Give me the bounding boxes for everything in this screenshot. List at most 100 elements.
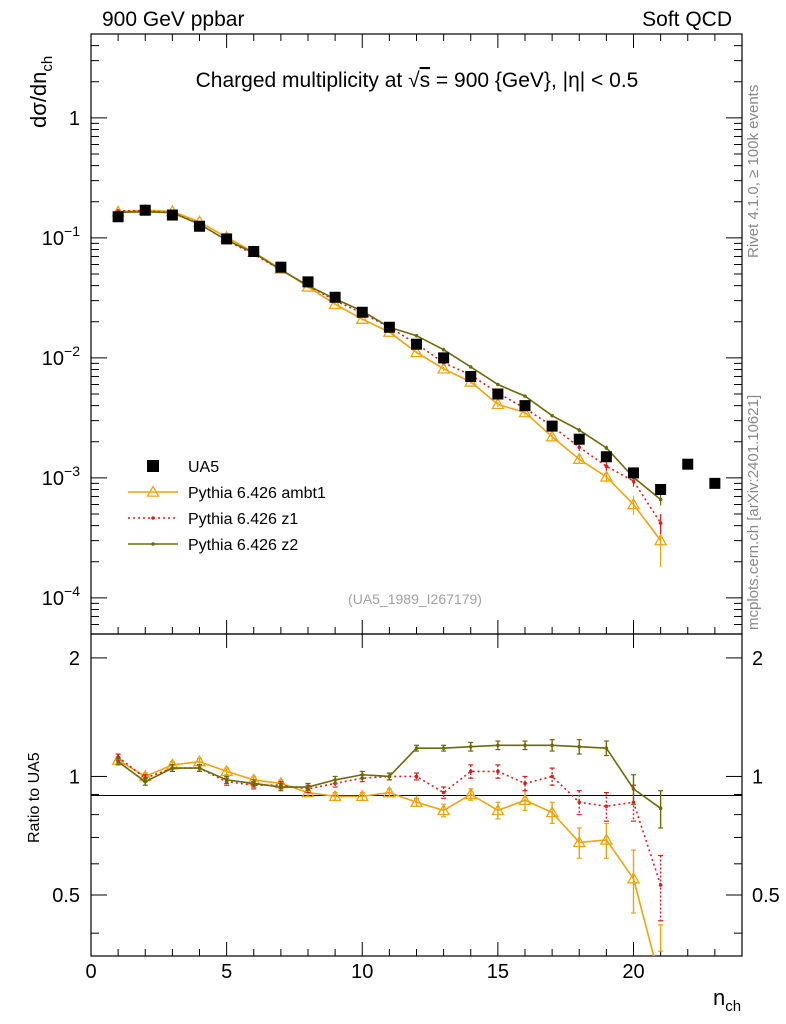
point xyxy=(604,464,609,469)
ratio-point xyxy=(409,795,424,808)
ratio-point xyxy=(545,805,559,818)
ratio-point xyxy=(441,790,446,795)
point xyxy=(577,428,582,432)
ratio-tick-label: 2 xyxy=(69,648,80,670)
ratio-point xyxy=(220,764,234,777)
legend-marker xyxy=(146,485,160,497)
data-point xyxy=(329,291,341,303)
axis-ticks xyxy=(90,33,743,956)
ratio-point xyxy=(496,743,500,748)
ratio-point xyxy=(496,769,500,774)
ratio-series xyxy=(111,739,666,987)
point xyxy=(599,470,613,482)
legend-marker xyxy=(151,516,155,520)
point xyxy=(518,405,532,418)
ratio-point xyxy=(655,977,666,987)
ratio-point xyxy=(577,800,582,805)
data-point xyxy=(519,400,531,412)
point xyxy=(658,521,663,525)
ratio-point xyxy=(279,785,283,789)
legend-item: Pythia 6.426 z2 xyxy=(128,537,298,554)
ratio-point xyxy=(116,755,120,759)
data-point xyxy=(655,484,667,496)
ratio-point xyxy=(301,785,315,798)
legend-marker xyxy=(151,542,155,546)
legend-label: Pythia 6.426 z2 xyxy=(188,537,298,554)
ratio-point xyxy=(599,833,613,845)
chart-title: Charged multiplicity at √s = 900 {GeV}, … xyxy=(196,69,639,92)
data-point xyxy=(248,245,260,257)
data-point xyxy=(166,209,178,221)
data-point xyxy=(438,352,450,364)
ratio-point xyxy=(143,779,148,784)
point xyxy=(626,497,641,510)
point xyxy=(328,297,342,309)
series-line xyxy=(118,210,662,524)
ratio-point xyxy=(328,789,342,802)
data-point xyxy=(275,261,287,273)
ratio-point xyxy=(306,785,310,789)
data-point xyxy=(112,211,124,223)
point xyxy=(658,497,663,502)
ratio-point xyxy=(604,804,609,809)
point xyxy=(577,445,582,450)
header-left: 900 GeV ppbar xyxy=(102,8,245,31)
y-tick-label: 10−3 xyxy=(42,463,80,490)
ratio-point xyxy=(658,883,663,887)
ratio-clipped xyxy=(111,739,666,987)
ratio-tick-label: 1 xyxy=(69,766,80,788)
data-point xyxy=(411,338,422,350)
ratio-point xyxy=(355,789,369,802)
y-tick-label: 1 xyxy=(69,108,80,130)
x-tick-label: 0 xyxy=(85,961,96,983)
point xyxy=(437,362,451,374)
data-point xyxy=(628,467,639,479)
y-tick-label: 10−4 xyxy=(42,583,80,610)
ratio-point xyxy=(437,803,451,816)
legend-item: UA5 xyxy=(147,459,219,476)
legend: UA5 Pythia 6.426 ambt1 Pythia 6.426 z1 Pyth… xyxy=(128,459,326,554)
point xyxy=(491,397,505,410)
data-point xyxy=(302,276,314,288)
ratio-point xyxy=(626,871,641,884)
point xyxy=(355,312,369,324)
data-point xyxy=(356,306,368,318)
ratio-point xyxy=(523,743,527,748)
data-point xyxy=(546,420,558,432)
point xyxy=(496,382,500,387)
ratio-point xyxy=(224,778,229,782)
ratio-tick-label-right: 2 xyxy=(752,648,763,670)
y-axis-label: dσ/dnch xyxy=(26,56,56,128)
ratio-point xyxy=(550,774,554,779)
ratio-point xyxy=(197,766,202,770)
x-tick-label: 20 xyxy=(622,961,644,983)
x-tick-label: 10 xyxy=(351,961,373,983)
point xyxy=(523,394,527,398)
ratio-tick-label: 0.5 xyxy=(52,885,80,907)
legend-item: Pythia 6.426 z1 xyxy=(128,511,298,528)
data-point xyxy=(709,477,721,489)
tick-labels: 0 5 10 15 20 1 10−1 10−2 10−3 10−4 0.5 0.5 1 1 2 2 xyxy=(42,108,780,983)
ratio-point xyxy=(468,769,473,774)
data-point xyxy=(139,204,151,216)
data-point xyxy=(600,451,612,463)
ratio-point xyxy=(577,744,582,749)
point xyxy=(550,413,554,418)
ratio-point xyxy=(631,787,636,791)
legend-label: Pythia 6.426 ambt1 xyxy=(188,485,326,502)
point xyxy=(409,345,424,358)
ratio-point xyxy=(414,746,419,750)
ratio-point xyxy=(518,793,532,806)
ratio-point xyxy=(333,778,337,782)
ratio-point xyxy=(414,774,419,779)
ratio-point xyxy=(550,743,554,748)
ratio-point xyxy=(116,759,120,764)
ratio-point xyxy=(464,787,478,800)
watermark: (UA5_1989_I267179) xyxy=(348,591,482,607)
y-tick-label: 10−1 xyxy=(42,223,80,250)
ratio-tick-label-right: 0.5 xyxy=(752,885,780,907)
ratio-point xyxy=(604,746,609,750)
ratio-point xyxy=(523,781,527,786)
point xyxy=(572,452,586,465)
